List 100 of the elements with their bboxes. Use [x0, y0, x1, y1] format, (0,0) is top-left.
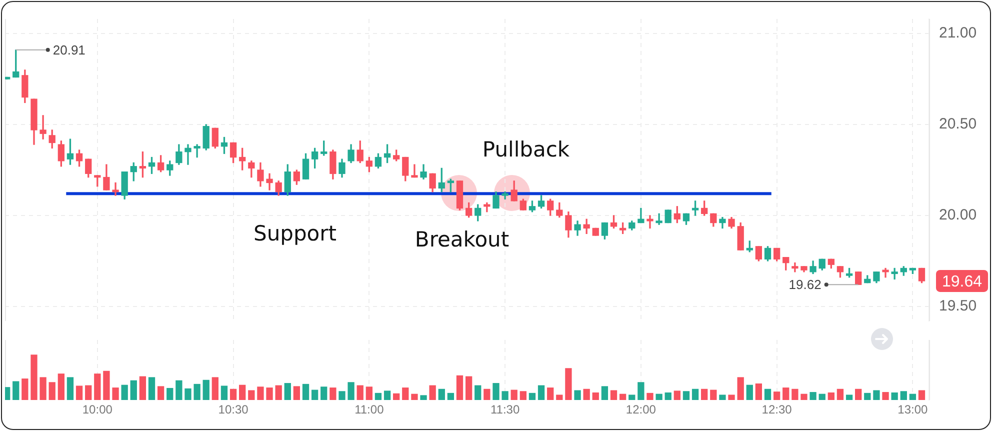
- bar: [248, 390, 255, 400]
- bar: [510, 390, 518, 400]
- bar: [366, 386, 372, 400]
- bar: [12, 381, 20, 400]
- bar: [176, 380, 182, 400]
- bar: [882, 392, 889, 400]
- bar: [239, 384, 246, 400]
- bar: [719, 394, 726, 400]
- annotation: Pullback: [482, 137, 570, 162]
- candlestick: [891, 268, 898, 280]
- bar: [782, 388, 790, 400]
- bar: [818, 394, 826, 400]
- bar: [855, 388, 862, 400]
- bar: [58, 374, 65, 400]
- bar: [610, 390, 618, 400]
- bar: [275, 385, 282, 400]
- bar: [664, 392, 672, 400]
- bar: [438, 388, 445, 400]
- bar: [909, 394, 916, 400]
- bar: [583, 388, 590, 400]
- bar: [393, 393, 400, 400]
- bar: [900, 391, 907, 400]
- bar: [737, 377, 744, 400]
- annotation: 19.62: [788, 277, 822, 292]
- bar: [773, 392, 780, 400]
- y-tick-label: 20.00: [939, 206, 977, 224]
- bar: [184, 388, 192, 400]
- bar: [456, 375, 464, 400]
- x-tick-label: 11:00: [354, 402, 384, 417]
- bar: [356, 385, 364, 400]
- annotation: 20.91: [52, 42, 86, 58]
- bar: [755, 383, 762, 400]
- bar: [628, 394, 636, 400]
- bar: [474, 385, 482, 400]
- bar: [429, 385, 436, 400]
- bar: [130, 380, 137, 400]
- bar: [220, 386, 228, 400]
- annotation: Breakout: [414, 227, 510, 252]
- bar: [592, 392, 599, 400]
- bar: [76, 386, 83, 400]
- bar: [556, 394, 563, 400]
- bar: [828, 392, 834, 400]
- bar: [330, 388, 336, 400]
- bar: [918, 390, 926, 400]
- bar: [701, 388, 708, 400]
- x-tick-label: 10:30: [218, 402, 249, 417]
- bar: [638, 382, 644, 400]
- bar: [48, 382, 56, 400]
- y-tick-label: 21.00: [939, 24, 977, 42]
- bar: [112, 388, 119, 400]
- candlestick: [646, 215, 654, 229]
- bar: [5, 387, 10, 400]
- bar: [502, 391, 508, 400]
- candlestick: [112, 182, 119, 196]
- bar: [85, 385, 92, 400]
- bar: [710, 390, 717, 400]
- bar: [157, 386, 164, 400]
- bar: [646, 392, 654, 400]
- bar: [293, 386, 300, 400]
- bar: [674, 390, 680, 400]
- bar: [492, 383, 500, 400]
- bar: [194, 384, 200, 400]
- x-tick-label: 12:00: [626, 402, 656, 417]
- bar: [411, 394, 418, 400]
- bar: [266, 388, 273, 400]
- bar: [30, 354, 38, 400]
- bar: [148, 377, 156, 400]
- bar: [800, 394, 808, 400]
- bar: [728, 394, 735, 400]
- bar: [836, 388, 844, 400]
- candlestick: [40, 115, 46, 140]
- bar: [212, 377, 218, 400]
- bar: [230, 388, 237, 400]
- bar: [103, 370, 110, 400]
- bar: [384, 390, 391, 400]
- candlestick: [411, 164, 418, 178]
- bar: [873, 390, 880, 400]
- bar: [402, 388, 409, 400]
- bar: [374, 392, 382, 400]
- candlestick: [266, 173, 273, 190]
- text: 19.64: [942, 273, 982, 290]
- bar: [792, 388, 798, 400]
- y-tick-label: 20.50: [939, 116, 977, 133]
- bar: [484, 388, 490, 400]
- bar: [846, 394, 853, 400]
- bar: [121, 384, 128, 400]
- x-tick-label: 13:00: [898, 402, 928, 417]
- bar: [864, 392, 871, 400]
- x-tick-label: 11:30: [490, 402, 520, 417]
- bar: [66, 377, 74, 400]
- candlestick: [194, 144, 200, 158]
- bar: [574, 390, 581, 400]
- bar: [40, 377, 46, 400]
- bar: [520, 391, 527, 400]
- bar: [420, 395, 427, 400]
- bar: [810, 392, 816, 400]
- bar: [202, 380, 210, 400]
- candlestick: [184, 144, 192, 165]
- bar: [565, 368, 572, 400]
- bar: [692, 388, 699, 400]
